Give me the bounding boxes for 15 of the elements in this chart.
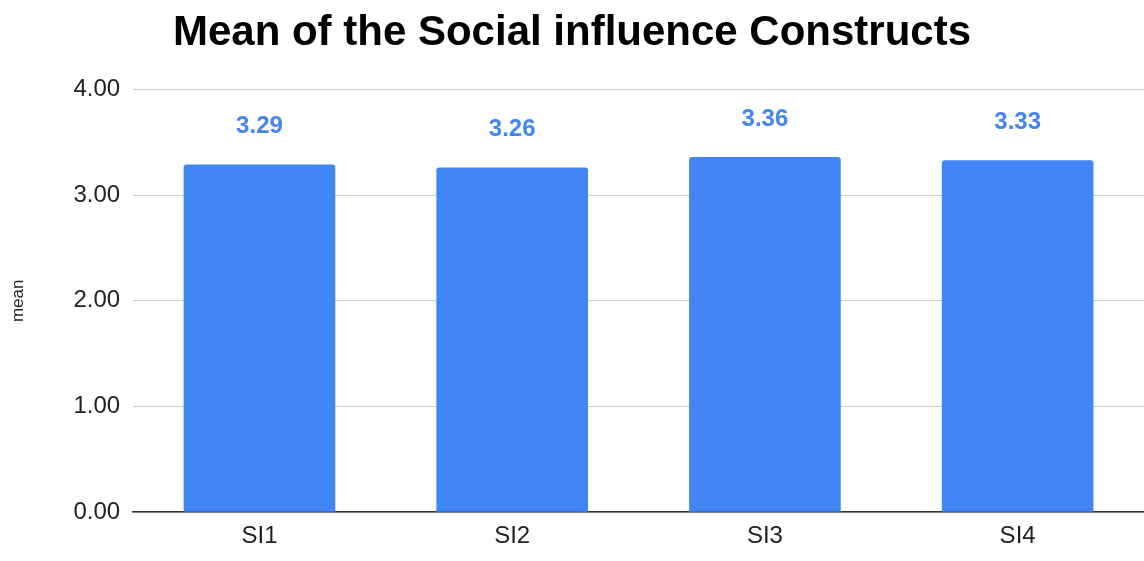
y-tick-label: 3.00 [73, 179, 121, 207]
y-tick-label: 1.00 [73, 391, 121, 419]
x-tick-label: SI4 [999, 521, 1036, 549]
data-label: 3.29 [236, 111, 283, 139]
y-tick-label: 0.00 [73, 496, 121, 524]
y-tick-label: 2.00 [73, 285, 121, 313]
y-axis-title: mean [7, 279, 27, 323]
data-label: 3.33 [994, 106, 1041, 134]
y-tick-label: 4.00 [73, 74, 121, 102]
x-tick-label: SI3 [746, 521, 783, 549]
data-label: 3.26 [488, 114, 536, 142]
x-tick-label: SI2 [494, 521, 531, 549]
chart-title: Mean of the Social influence Constructs [172, 6, 972, 54]
x-tick-label: SI1 [241, 521, 278, 549]
data-label: 3.36 [741, 103, 789, 131]
